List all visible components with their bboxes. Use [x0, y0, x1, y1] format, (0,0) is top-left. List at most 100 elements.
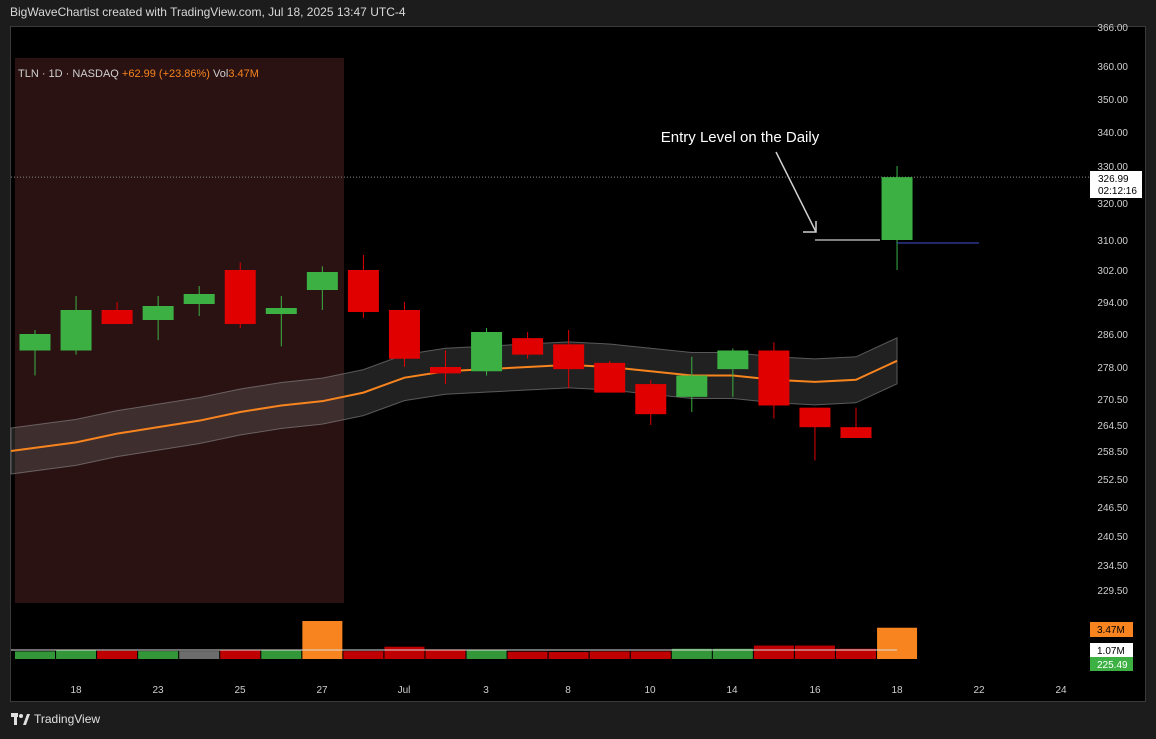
volume-green-label-box — [1090, 657, 1133, 671]
time-axis-tick: 10 — [644, 685, 656, 696]
volume-bar[interactable] — [97, 650, 138, 659]
price-axis-tick: 294.00 — [1097, 298, 1128, 309]
price-axis-tick: 258.50 — [1097, 447, 1128, 458]
time-axis-tick: 24 — [1055, 685, 1067, 696]
price-axis-tick: 246.50 — [1097, 503, 1128, 514]
volume-bar[interactable] — [589, 651, 630, 659]
candle-body[interactable] — [306, 272, 338, 290]
candle-body[interactable] — [799, 407, 831, 428]
volume-bar[interactable] — [671, 648, 712, 659]
price-axis-tick: 366.00 — [1097, 23, 1128, 34]
volume-bar[interactable] — [138, 651, 179, 659]
volume-bar[interactable] — [507, 651, 548, 659]
volume-bar[interactable] — [179, 651, 220, 659]
chart-header-attribution: BigWaveChartist created with TradingView… — [10, 5, 406, 19]
price-axis-tick: 340.00 — [1097, 128, 1128, 139]
candle-body[interactable] — [183, 294, 215, 304]
tradingview-logo-icon — [11, 712, 30, 725]
annotation-arrow-head — [803, 221, 817, 233]
time-axis-tick: 3 — [483, 685, 489, 696]
volume-bar[interactable] — [630, 651, 671, 659]
candle-body[interactable] — [347, 270, 379, 312]
volume-bar[interactable] — [794, 645, 835, 659]
price-axis-tick: 252.50 — [1097, 475, 1128, 486]
time-axis-tick: 8 — [565, 685, 571, 696]
annotation-arrow-shaft — [775, 151, 817, 233]
volume-green-label: 225.49 — [1097, 660, 1128, 671]
price-axis-tick: 240.50 — [1097, 532, 1128, 543]
candle-body[interactable] — [676, 375, 708, 397]
candle-body[interactable] — [594, 362, 626, 393]
time-axis-tick: 18 — [70, 685, 82, 696]
volume-bar[interactable] — [56, 650, 97, 659]
price-axis-tick: 310.00 — [1097, 236, 1128, 247]
candle-body[interactable] — [19, 334, 51, 351]
tradingview-footer: TradingView — [11, 712, 100, 726]
volume-bar[interactable] — [425, 649, 466, 659]
candle-body[interactable] — [717, 350, 749, 370]
volume-current-label: 3.47M — [1097, 625, 1125, 636]
price-axis-tick: 302.00 — [1097, 266, 1128, 277]
bar-countdown-label: 02:12:16 — [1098, 186, 1137, 197]
volume-bar[interactable] — [343, 651, 384, 659]
candle-body[interactable] — [265, 308, 297, 314]
candle-body[interactable] — [758, 350, 790, 406]
volume-bar[interactable] — [548, 651, 589, 659]
candle-body[interactable] — [512, 338, 544, 355]
volume-bar[interactable] — [466, 650, 507, 659]
price-axis-tick: 350.00 — [1097, 95, 1128, 106]
volume-bar[interactable] — [384, 646, 425, 659]
volume-bar[interactable] — [712, 648, 753, 659]
moving-average-band — [10, 337, 898, 475]
time-axis-tick: Jul — [398, 685, 411, 696]
legend-change: +62.99 (+23.86%) — [122, 68, 213, 80]
volume-bar[interactable] — [15, 651, 55, 659]
price-axis-tick: 286.00 — [1097, 330, 1128, 341]
time-axis-tick: 23 — [152, 685, 164, 696]
moving-average-line — [10, 359, 898, 452]
time-axis-tick: 14 — [726, 685, 738, 696]
tradingview-brand: TradingView — [34, 712, 101, 726]
candle-body[interactable] — [553, 344, 585, 370]
price-axis-tick: 264.50 — [1097, 421, 1128, 432]
last-price-label: 326.99 — [1098, 174, 1129, 185]
candle-body[interactable] — [142, 306, 174, 320]
volume-bar[interactable] — [220, 650, 261, 659]
time-axis-tick: 16 — [809, 685, 821, 696]
price-axis-tick: 234.50 — [1097, 561, 1128, 572]
time-axis-tick: 18 — [891, 685, 903, 696]
chart-legend: TLN · 1D · NASDAQ +62.99 (+23.86%) Vol3.… — [18, 68, 259, 80]
candle-body[interactable] — [471, 332, 503, 372]
candle-body[interactable] — [60, 310, 92, 351]
candle-body[interactable] — [101, 310, 133, 324]
price-axis-tick: 278.00 — [1097, 363, 1128, 374]
legend-volume-value: 3.47M — [228, 68, 259, 80]
price-axis-tick: 330.00 — [1097, 162, 1128, 173]
candle-body[interactable] — [635, 384, 667, 415]
volume-bar[interactable] — [877, 627, 918, 659]
time-axis-tick: 27 — [316, 685, 328, 696]
volume-current-label-box — [1090, 622, 1133, 637]
price-axis-tick: 229.50 — [1097, 586, 1128, 597]
candle-body[interactable] — [388, 310, 420, 359]
volume-bar[interactable] — [753, 645, 794, 659]
price-axis-tick: 360.00 — [1097, 62, 1128, 73]
price-axis-tick: 320.00 — [1097, 199, 1128, 210]
volume-average-label: 1.07M — [1097, 646, 1125, 657]
volume-average-label-box — [1090, 643, 1133, 657]
time-axis-tick: 25 — [234, 685, 246, 696]
candle-body[interactable] — [224, 270, 256, 324]
time-axis-tick: 22 — [973, 685, 985, 696]
candle-body[interactable] — [881, 177, 913, 240]
candle-body[interactable] — [430, 367, 461, 374]
volume-bar[interactable] — [261, 649, 302, 659]
last-price-label-box — [1090, 171, 1142, 198]
candle-body[interactable] — [840, 427, 872, 438]
price-axis-tick: 270.50 — [1097, 395, 1128, 406]
legend-volume-label: Vol — [213, 68, 228, 80]
volume-bar[interactable] — [302, 621, 343, 659]
annotation-text: Entry Level on the Daily — [661, 129, 820, 146]
volume-bar[interactable] — [836, 648, 876, 659]
legend-symbol: TLN · 1D · NASDAQ — [18, 68, 122, 80]
